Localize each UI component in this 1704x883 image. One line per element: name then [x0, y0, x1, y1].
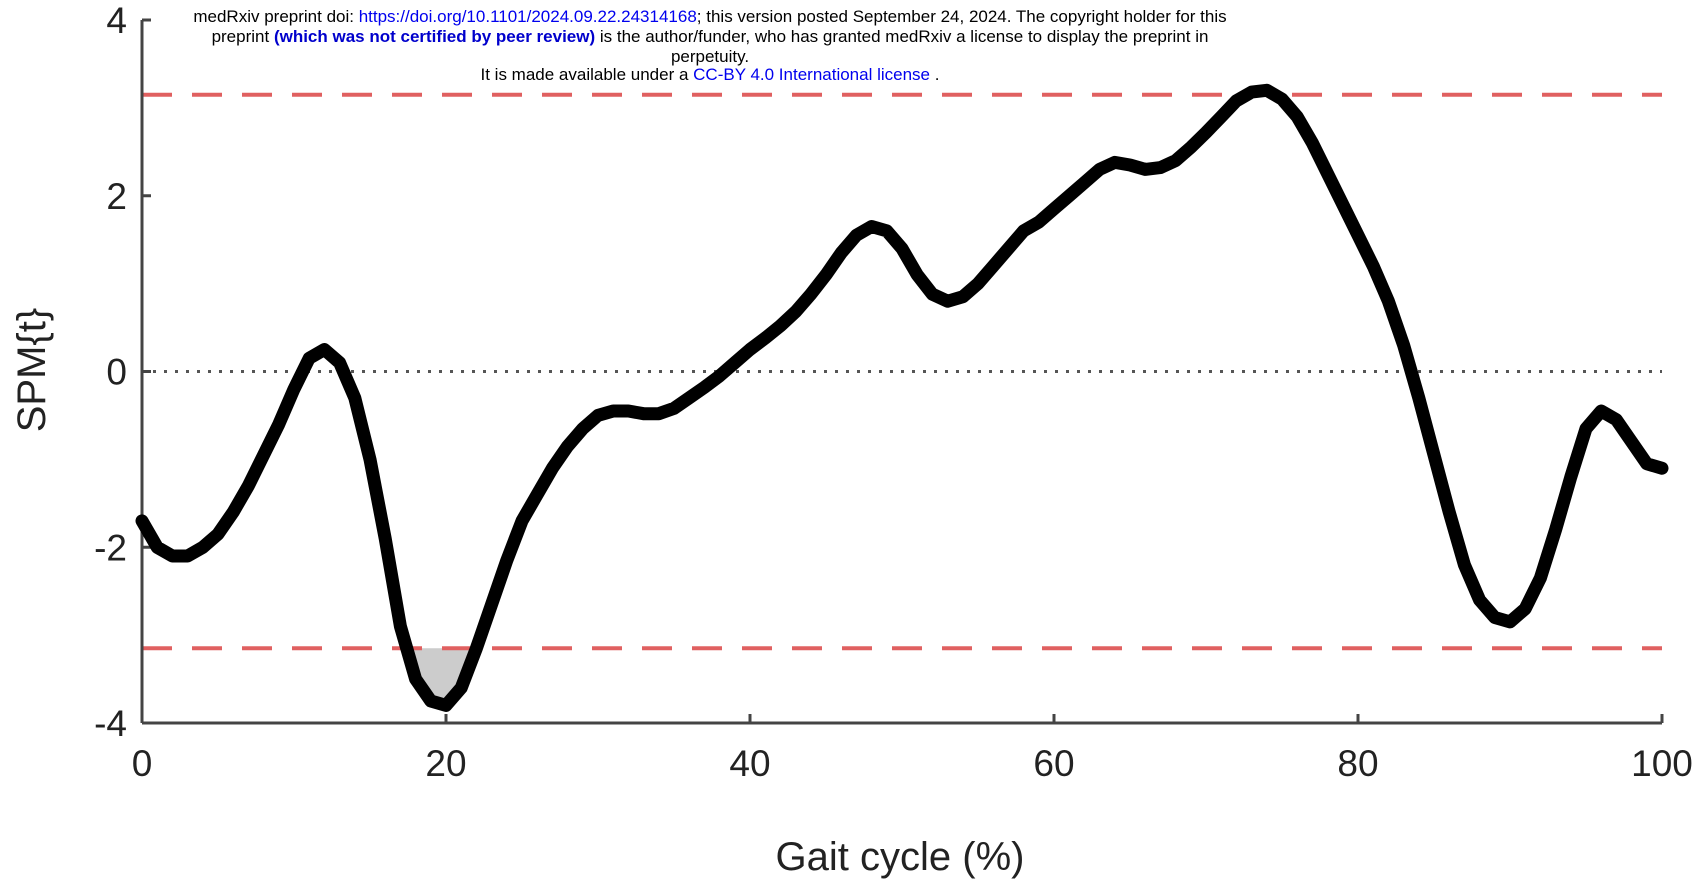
axis-layer [140, 18, 1664, 725]
y-axis-label: SPM{t} [10, 308, 54, 433]
preprint-notice-line1: medRxiv preprint doi: https://doi.org/10… [0, 8, 1420, 26]
x-tick-label-0: 0 [132, 743, 153, 784]
license-link[interactable]: CC-BY 4.0 International license [693, 65, 931, 84]
preprint-notice-line3: perpetuity. [0, 48, 1420, 66]
x-axis-label: Gait cycle (%) [776, 835, 1025, 879]
y-tick-label-2: 2 [106, 176, 127, 217]
y-tick-label--4: -4 [94, 703, 127, 744]
y-tick-label-0: 0 [106, 352, 127, 393]
x-tick-label-100: 100 [1631, 743, 1693, 784]
notice-line3: perpetuity. [670, 47, 750, 66]
preprint-notice-line2: preprint (which was not certified by pee… [0, 28, 1420, 46]
x-tick-label-80: 80 [1337, 743, 1378, 784]
notice-line4-prefix: It is made available under a [480, 65, 694, 84]
preprint-notice-line4: It is made available under a CC-BY 4.0 I… [0, 66, 1420, 84]
x-tick-label-20: 20 [425, 743, 466, 784]
y-tick-label-4: 4 [106, 0, 127, 41]
spm-t-curve [135, 83, 1669, 712]
notice-line1-suffix: ; this version posted September 24, 2024… [696, 7, 1227, 26]
y-tick-label--2: -2 [94, 527, 127, 568]
notice-line2-suffix: is the author/funder, who has granted me… [595, 27, 1209, 46]
notice-line4-suffix: . [930, 65, 940, 84]
guide-layer [142, 92, 1662, 651]
label-layer: Gait cycle (%) SPM{t} 0 20 40 60 80 100 -4 -2 0 2… [10, 0, 1693, 879]
x-tick-label-40: 40 [729, 743, 770, 784]
peer-review-note: (which was not certified by peer review) [273, 27, 596, 46]
notice-line1-prefix: medRxiv preprint doi: [193, 7, 359, 26]
notice-line2-prefix: preprint [211, 27, 274, 46]
curve-layer [135, 83, 1669, 712]
x-tick-label-60: 60 [1033, 743, 1074, 784]
doi-link[interactable]: https://doi.org/10.1101/2024.09.22.24314… [358, 7, 697, 26]
